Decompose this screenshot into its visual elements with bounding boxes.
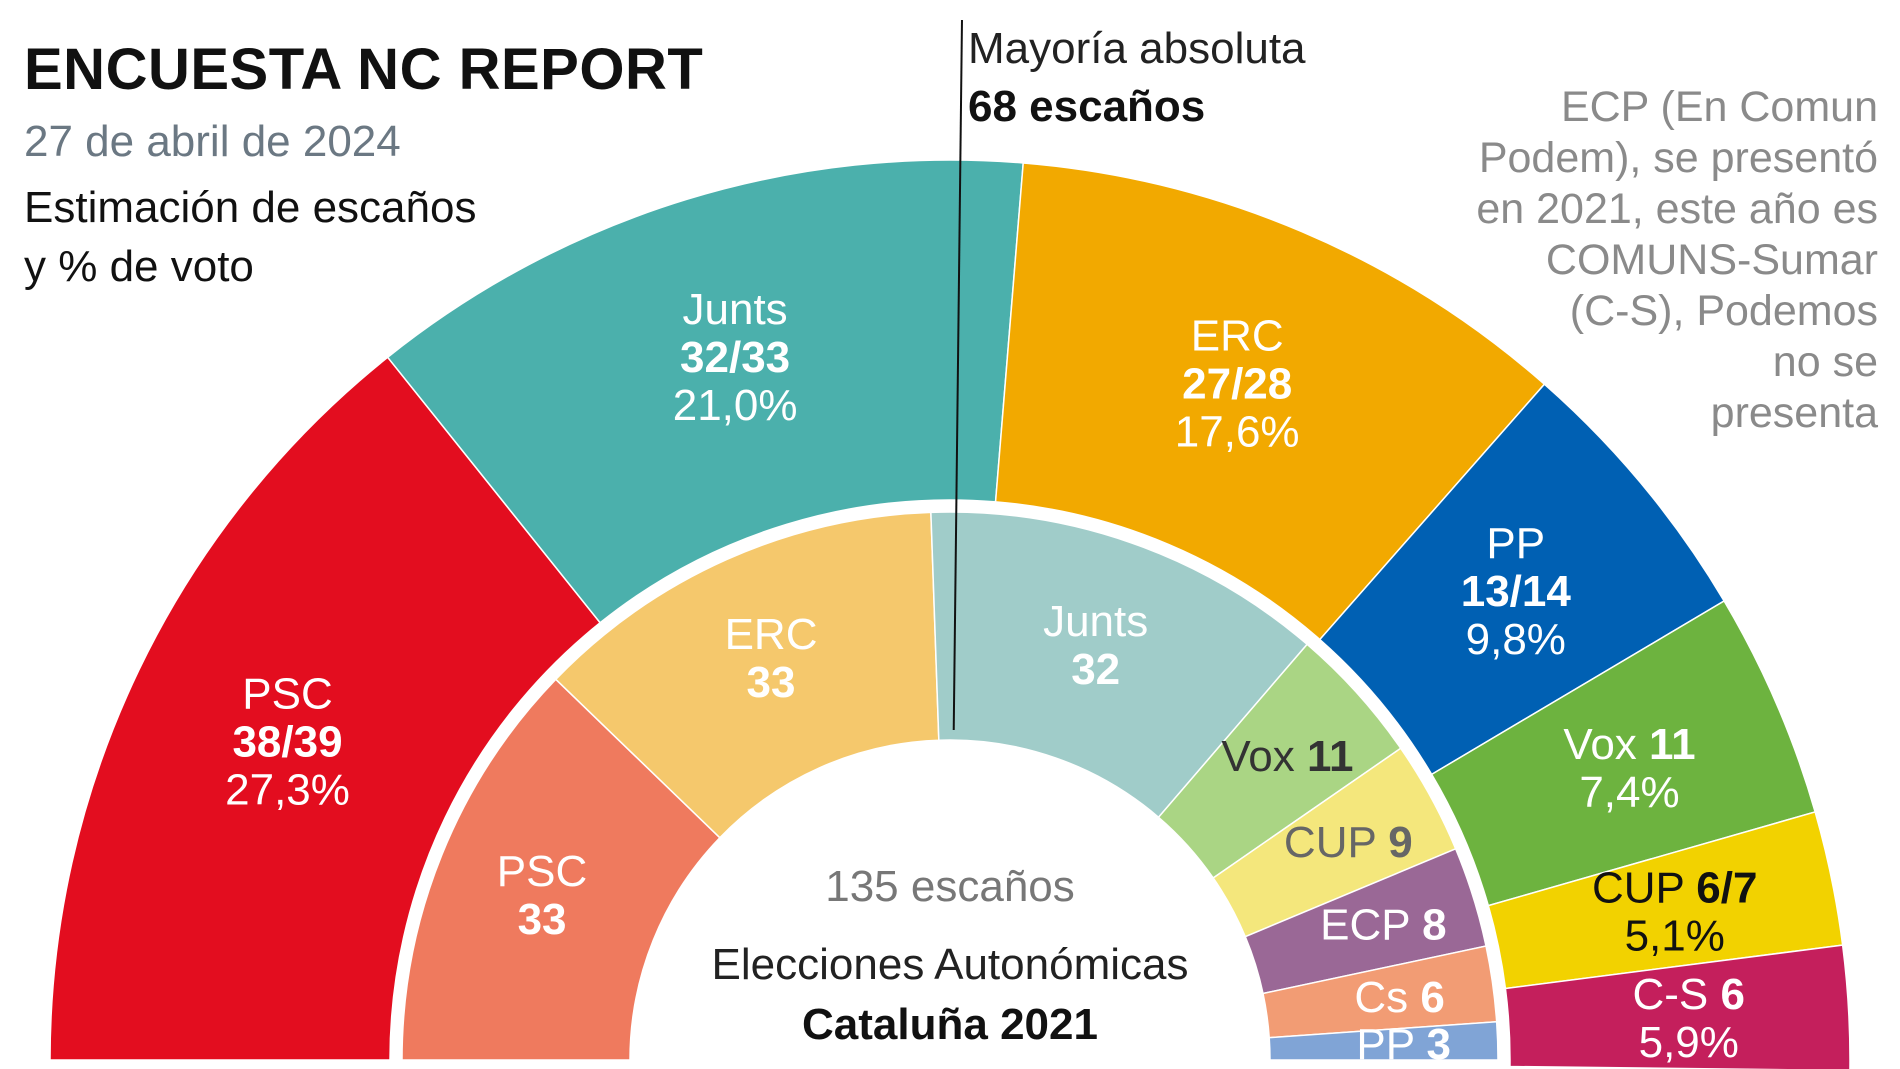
party-seats-junts: 32 <box>1071 645 1120 694</box>
party-name-pp: PP <box>1486 519 1545 568</box>
election-label: Elecciones Autonómicas Cataluña 2021 <box>712 935 1189 1055</box>
majority-value: 68 escaños <box>968 82 1206 131</box>
outer-slice-junts <box>386 159 1025 624</box>
outer-label-psc-2: 27,3% <box>225 766 350 815</box>
inner-label-erc-0: ERC <box>725 610 818 659</box>
outer-slice-erc <box>994 162 1546 641</box>
party-name-cs: Cs <box>1354 973 1408 1022</box>
outer-label-pp-2: 9,8% <box>1466 615 1566 664</box>
party-name-psc: PSC <box>497 847 587 896</box>
party-seats-psc: 33 <box>518 895 567 944</box>
party-pct-cup: 5,1% <box>1625 911 1725 960</box>
majority-line <box>952 19 963 731</box>
inner-label-pp: PP 3 <box>1356 1020 1451 1069</box>
majority-label: Mayoría absoluta <box>968 24 1306 73</box>
inner-label-cup: CUP 9 <box>1284 818 1413 867</box>
outer-label-pp-0: PP <box>1486 519 1545 568</box>
ecp-note-line: ECP (En Comun <box>1560 83 1878 131</box>
ecp-note-line: (C-S), Podemos <box>1569 287 1878 335</box>
party-seats-cup: 9 <box>1388 818 1412 867</box>
inner-label-junts-1: 32 <box>1071 645 1120 694</box>
inner-slice-junts <box>930 511 1309 819</box>
chart-subtitle-line1: Estimación de escaños <box>24 183 477 232</box>
election-line2: Cataluña 2021 <box>802 1000 1098 1049</box>
ecp-note-line: Podem), se presentó <box>1478 134 1878 182</box>
outer-label-cup: CUP 6/7 <box>1592 863 1758 912</box>
party-seats-erc: 27/28 <box>1182 359 1292 408</box>
party-name-erc: ERC <box>725 610 818 659</box>
party-name-psc: PSC <box>242 670 332 719</box>
party-name-erc: ERC <box>1191 311 1284 360</box>
chart-date: 27 de abril de 2024 <box>24 117 401 166</box>
party-seats-vox: 11 <box>1307 732 1354 781</box>
chart-subtitle-line2: y % de voto <box>24 242 254 291</box>
ecp-note: ECP (En Comun Podem), se presentó en 2021,… <box>1318 82 1878 439</box>
inner-label-cs: Cs 6 <box>1354 973 1445 1022</box>
election-line1: Elecciones Autonómicas <box>711 940 1189 989</box>
outer-label-psc-1: 38/39 <box>232 718 342 767</box>
party-seats-vox: 11 <box>1649 720 1696 769</box>
party-name-vox: Vox <box>1563 720 1636 769</box>
party-pct-psc: 27,3% <box>225 766 350 815</box>
party-name-ecp: ECP <box>1320 901 1410 950</box>
ecp-note-line: en 2021, este año es <box>1476 185 1878 233</box>
outer-ring-labels: PSC38/3927,3%Junts32/3321,0%ERC27/2817,6… <box>225 285 1757 1067</box>
inner-slice-psc <box>401 678 721 1061</box>
inner-label-psc-1: 33 <box>518 895 567 944</box>
party-pct-pp: 9,8% <box>1466 615 1566 664</box>
party-name-junts: Junts <box>1043 597 1148 646</box>
party-pct-vox: 7,4% <box>1579 768 1679 817</box>
inner-label-erc-1: 33 <box>747 658 796 707</box>
party-name-pp: PP <box>1356 1020 1414 1069</box>
party-seats-pp: 3 <box>1427 1020 1451 1069</box>
party-name-c-s: C-S <box>1632 970 1708 1019</box>
party-seats-erc: 33 <box>747 658 796 707</box>
outer-label-erc-0: ERC <box>1191 311 1284 360</box>
outer-label-erc-1: 27/28 <box>1182 359 1292 408</box>
inner-ring-2021 <box>401 511 1499 1061</box>
outer-slice-psc <box>49 356 602 1061</box>
party-pct-erc: 17,6% <box>1175 407 1300 456</box>
majority-annotation: Mayoría absoluta 68 escaños <box>968 20 1306 136</box>
party-name-vox: Vox <box>1221 732 1294 781</box>
ecp-note-line: presenta <box>1710 389 1878 437</box>
party-seats-c-s: 6 <box>1721 970 1745 1019</box>
outer-label-junts-0: Junts <box>683 285 788 334</box>
outer-label-erc-2: 17,6% <box>1175 407 1300 456</box>
party-name-cup: CUP <box>1284 818 1376 867</box>
party-seats-pp: 13/14 <box>1461 567 1572 616</box>
party-name-junts: Junts <box>683 285 788 334</box>
inner-label-vox: Vox 11 <box>1221 732 1353 781</box>
party-seats-junts: 32/33 <box>680 333 790 382</box>
outer-label-c-s: C-S 6 <box>1632 970 1745 1019</box>
inner-label-psc-0: PSC <box>497 847 587 896</box>
party-seats-cup: 6/7 <box>1696 863 1757 912</box>
inner-slice-erc <box>554 511 940 839</box>
party-seats-ecp: 8 <box>1422 901 1446 950</box>
outer-slice-c-s <box>1504 944 1851 1069</box>
party-seats-psc: 38/39 <box>232 718 342 767</box>
party-name-cup: CUP <box>1592 863 1684 912</box>
ecp-note-line: no se <box>1772 338 1878 386</box>
outer-label-junts-1: 32/33 <box>680 333 790 382</box>
chart-title: ENCUESTA NC REPORT <box>24 37 704 102</box>
outer-label-psc-0: PSC <box>242 670 332 719</box>
ecp-note-line: COMUNS-Sumar <box>1545 236 1878 284</box>
inner-label-ecp: ECP 8 <box>1320 901 1446 950</box>
chart-subtitle: Estimación de escaños y % de voto <box>24 178 476 296</box>
inner-slice-pp <box>1268 1020 1499 1061</box>
inner-label-junts-0: Junts <box>1043 597 1148 646</box>
outer-ring-2024 <box>49 159 1851 1069</box>
outer-label-pp-1: 13/14 <box>1461 567 1572 616</box>
outer-label-vox: Vox 11 <box>1563 720 1695 769</box>
outer-label-junts-2: 21,0% <box>673 381 798 430</box>
party-pct-junts: 21,0% <box>673 381 798 430</box>
total-seats-label: 135 escaños <box>825 862 1075 911</box>
party-pct-c-s: 5,9% <box>1639 1018 1739 1067</box>
party-seats-cs: 6 <box>1420 973 1444 1022</box>
